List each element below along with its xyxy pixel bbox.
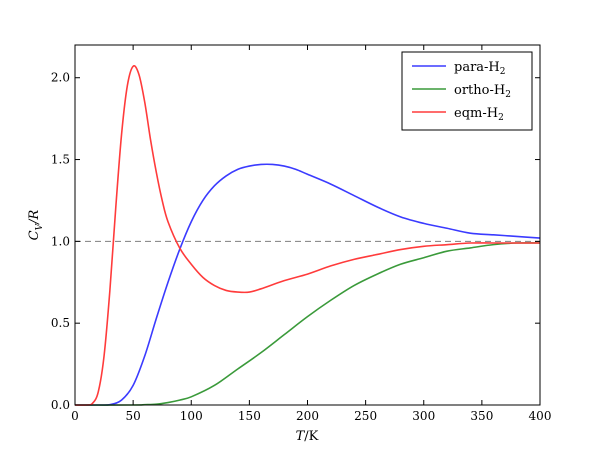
x-axis-label: T/K xyxy=(296,429,319,444)
x-tick-label: 0 xyxy=(71,409,79,423)
x-tick-label: 300 xyxy=(412,409,435,423)
x-tick-label: 350 xyxy=(470,409,493,423)
series-line-para-h2 xyxy=(74,163,541,406)
legend-label: eqm-H2 xyxy=(454,106,504,123)
legend-label-name: para-H xyxy=(454,60,500,75)
legend-label-name: eqm-H xyxy=(454,106,498,121)
legend-label: ortho-H2 xyxy=(454,83,511,100)
x-tick-label: 150 xyxy=(238,409,261,423)
y-axis-label-rest: /R xyxy=(27,209,42,225)
legend-label-subscript: 2 xyxy=(498,113,504,123)
tick-layer: 0 50 100 150 200 250 300 350 400 0.0 0.5 1.0 1.5 2.0 xyxy=(51,45,552,423)
y-axis-label: CV/R xyxy=(27,209,45,240)
x-tick-label: 250 xyxy=(354,409,377,423)
series-line-ortho-h2 xyxy=(74,242,541,406)
y-tick-label: 1.5 xyxy=(51,153,70,167)
x-tick-label: 400 xyxy=(529,409,552,423)
legend-label-name: ortho-H xyxy=(454,83,505,98)
x-tick-label: 50 xyxy=(125,409,140,423)
x-tick-label: 200 xyxy=(296,409,319,423)
series-layer xyxy=(74,65,541,406)
legend-label-subscript: 2 xyxy=(505,90,511,100)
y-axis-label-sub: V xyxy=(35,222,45,230)
legend-label: para-H2 xyxy=(454,60,506,77)
y-tick-label: 2.0 xyxy=(51,71,70,85)
y-tick-label: 0.0 xyxy=(51,398,70,412)
legend-box xyxy=(401,51,533,131)
y-tick-label: 0.5 xyxy=(51,316,70,330)
legend-label-subscript: 2 xyxy=(500,67,506,77)
series-line-eqm-h2 xyxy=(74,65,540,406)
x-axis-label-T: T xyxy=(296,429,306,444)
x-axis-label-unit: /K xyxy=(304,429,318,444)
y-tick-label: 1.0 xyxy=(51,234,70,248)
x-tick-label: 100 xyxy=(180,409,203,423)
